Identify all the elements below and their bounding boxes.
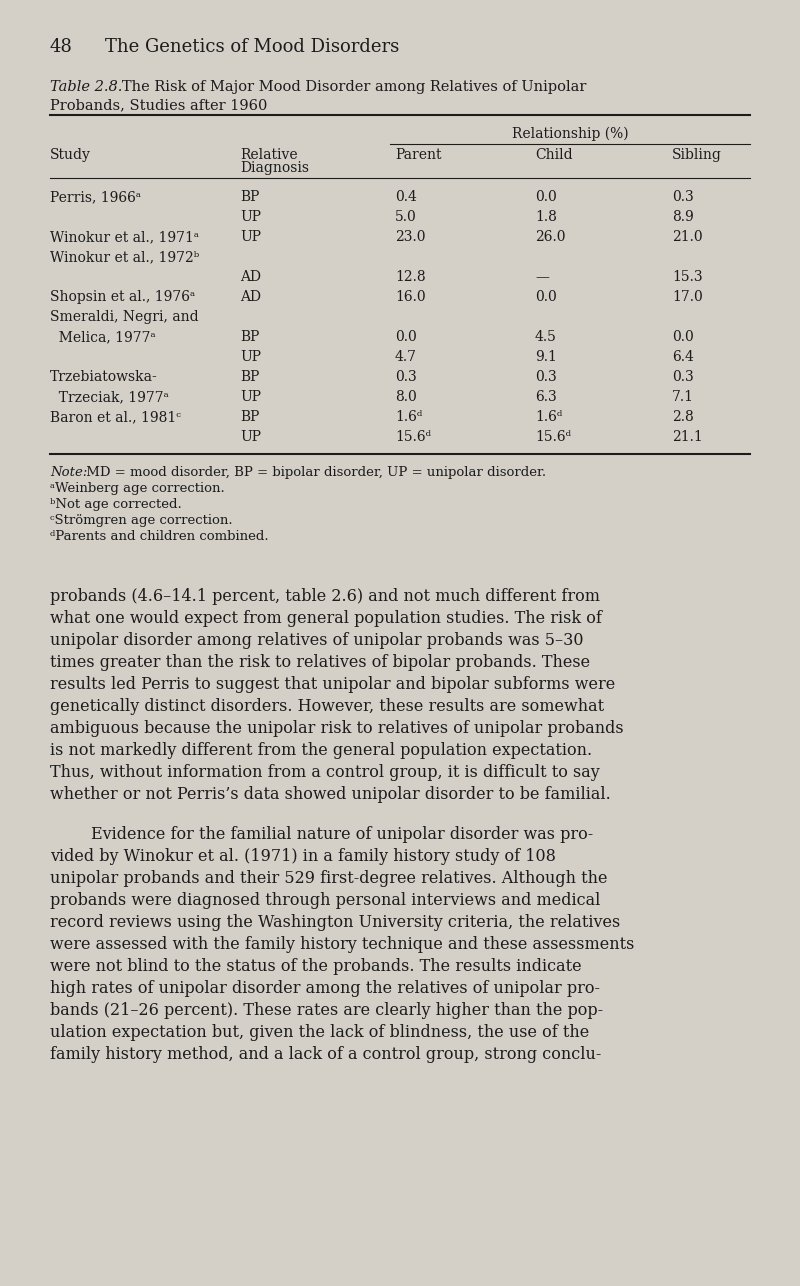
Text: Diagnosis: Diagnosis <box>240 161 309 175</box>
Text: UP: UP <box>240 210 261 224</box>
Text: AD: AD <box>240 291 261 303</box>
Text: 8.9: 8.9 <box>672 210 694 224</box>
Text: 0.3: 0.3 <box>672 190 694 204</box>
Text: unipolar probands and their 529 first-degree relatives. Although the: unipolar probands and their 529 first-de… <box>50 871 607 887</box>
Text: 0.3: 0.3 <box>395 370 417 385</box>
Text: 23.0: 23.0 <box>395 230 426 244</box>
Text: ᵈParents and children combined.: ᵈParents and children combined. <box>50 530 269 543</box>
Text: 48: 48 <box>50 39 73 57</box>
Text: unipolar disorder among relatives of unipolar probands was 5–30: unipolar disorder among relatives of uni… <box>50 631 583 649</box>
Text: ᵃWeinberg age correction.: ᵃWeinberg age correction. <box>50 482 225 495</box>
Text: ᵇNot age corrected.: ᵇNot age corrected. <box>50 498 182 511</box>
Text: 15.3: 15.3 <box>672 270 702 284</box>
Text: Winokur et al., 1972ᵇ: Winokur et al., 1972ᵇ <box>50 249 199 264</box>
Text: 9.1: 9.1 <box>535 350 557 364</box>
Text: ambiguous because the unipolar risk to relatives of unipolar probands: ambiguous because the unipolar risk to r… <box>50 720 624 737</box>
Text: 16.0: 16.0 <box>395 291 426 303</box>
Text: family history method, and a lack of a control group, strong conclu-: family history method, and a lack of a c… <box>50 1046 602 1064</box>
Text: 1.8: 1.8 <box>535 210 557 224</box>
Text: BP: BP <box>240 190 259 204</box>
Text: Evidence for the familial nature of unipolar disorder was pro-: Evidence for the familial nature of unip… <box>50 826 594 844</box>
Text: 0.0: 0.0 <box>535 291 557 303</box>
Text: BP: BP <box>240 370 259 385</box>
Text: 17.0: 17.0 <box>672 291 702 303</box>
Text: The Risk of Major Mood Disorder among Relatives of Unipolar: The Risk of Major Mood Disorder among Re… <box>108 80 586 94</box>
Text: 15.6ᵈ: 15.6ᵈ <box>395 430 431 444</box>
Text: bands (21–26 percent). These rates are clearly higher than the pop-: bands (21–26 percent). These rates are c… <box>50 1002 603 1019</box>
Text: 15.6ᵈ: 15.6ᵈ <box>535 430 571 444</box>
Text: 6.3: 6.3 <box>535 390 557 404</box>
Text: BP: BP <box>240 331 259 343</box>
Text: BP: BP <box>240 410 259 424</box>
Text: Parent: Parent <box>395 148 442 162</box>
Text: ᶜStrömgren age correction.: ᶜStrömgren age correction. <box>50 514 233 527</box>
Text: Note:: Note: <box>50 466 87 478</box>
Text: record reviews using the Washington University criteria, the relatives: record reviews using the Washington Univ… <box>50 914 620 931</box>
Text: Winokur et al., 1971ᵃ: Winokur et al., 1971ᵃ <box>50 230 199 244</box>
Text: what one would expect from general population studies. The risk of: what one would expect from general popul… <box>50 610 602 628</box>
Text: Probands, Studies after 1960: Probands, Studies after 1960 <box>50 98 267 112</box>
Text: genetically distinct disorders. However, these results are somewhat: genetically distinct disorders. However,… <box>50 698 604 715</box>
Text: 4.7: 4.7 <box>395 350 417 364</box>
Text: —: — <box>535 270 549 284</box>
Text: 1.6ᵈ: 1.6ᵈ <box>395 410 422 424</box>
Text: times greater than the risk to relatives of bipolar probands. These: times greater than the risk to relatives… <box>50 655 590 671</box>
Text: UP: UP <box>240 430 261 444</box>
Text: Child: Child <box>535 148 573 162</box>
Text: 0.4: 0.4 <box>395 190 417 204</box>
Text: vided by Winokur et al. (1971) in a family history study of 108: vided by Winokur et al. (1971) in a fami… <box>50 847 556 865</box>
Text: 0.3: 0.3 <box>535 370 557 385</box>
Text: Smeraldi, Negri, and: Smeraldi, Negri, and <box>50 310 198 324</box>
Text: AD: AD <box>240 270 261 284</box>
Text: were assessed with the family history technique and these assessments: were assessed with the family history te… <box>50 936 634 953</box>
Text: Perris, 1966ᵃ: Perris, 1966ᵃ <box>50 190 141 204</box>
Text: UP: UP <box>240 230 261 244</box>
Text: Relationship (%): Relationship (%) <box>512 127 628 141</box>
Text: 26.0: 26.0 <box>535 230 566 244</box>
Text: results led Perris to suggest that unipolar and bipolar subforms were: results led Perris to suggest that unipo… <box>50 676 615 693</box>
Text: whether or not Perris’s data showed unipolar disorder to be familial.: whether or not Perris’s data showed unip… <box>50 786 610 802</box>
Text: 8.0: 8.0 <box>395 390 417 404</box>
Text: 21.0: 21.0 <box>672 230 702 244</box>
Text: 0.0: 0.0 <box>535 190 557 204</box>
Text: Sibling: Sibling <box>672 148 722 162</box>
Text: probands were diagnosed through personal interviews and medical: probands were diagnosed through personal… <box>50 892 600 909</box>
Text: 0.0: 0.0 <box>395 331 417 343</box>
Text: 12.8: 12.8 <box>395 270 426 284</box>
Text: 6.4: 6.4 <box>672 350 694 364</box>
Text: 1.6ᵈ: 1.6ᵈ <box>535 410 562 424</box>
Text: Melica, 1977ᵃ: Melica, 1977ᵃ <box>50 331 156 343</box>
Text: ulation expectation but, given the lack of blindness, the use of the: ulation expectation but, given the lack … <box>50 1024 590 1040</box>
Text: 21.1: 21.1 <box>672 430 702 444</box>
Text: is not markedly different from the general population expectation.: is not markedly different from the gener… <box>50 742 592 759</box>
Text: UP: UP <box>240 350 261 364</box>
Text: Thus, without information from a control group, it is difficult to say: Thus, without information from a control… <box>50 764 600 781</box>
Text: UP: UP <box>240 390 261 404</box>
Text: were not blind to the status of the probands. The results indicate: were not blind to the status of the prob… <box>50 958 582 975</box>
Text: MD = mood disorder, BP = bipolar disorder, UP = unipolar disorder.: MD = mood disorder, BP = bipolar disorde… <box>82 466 546 478</box>
Text: 0.0: 0.0 <box>672 331 694 343</box>
Text: Study: Study <box>50 148 91 162</box>
Text: Trzebiatowska-: Trzebiatowska- <box>50 370 158 385</box>
Text: The Genetics of Mood Disorders: The Genetics of Mood Disorders <box>105 39 399 57</box>
Text: Baron et al., 1981ᶜ: Baron et al., 1981ᶜ <box>50 410 181 424</box>
Text: 7.1: 7.1 <box>672 390 694 404</box>
Text: probands (4.6–14.1 percent, table 2.6) and not much different from: probands (4.6–14.1 percent, table 2.6) a… <box>50 588 600 604</box>
Text: high rates of unipolar disorder among the relatives of unipolar pro-: high rates of unipolar disorder among th… <box>50 980 600 997</box>
Text: Relative: Relative <box>240 148 298 162</box>
Text: 5.0: 5.0 <box>395 210 417 224</box>
Text: Trzeciak, 1977ᵃ: Trzeciak, 1977ᵃ <box>50 390 169 404</box>
Text: 2.8: 2.8 <box>672 410 694 424</box>
Text: 4.5: 4.5 <box>535 331 557 343</box>
Text: Shopsin et al., 1976ᵃ: Shopsin et al., 1976ᵃ <box>50 291 195 303</box>
Text: Table 2.8.: Table 2.8. <box>50 80 122 94</box>
Text: 0.3: 0.3 <box>672 370 694 385</box>
